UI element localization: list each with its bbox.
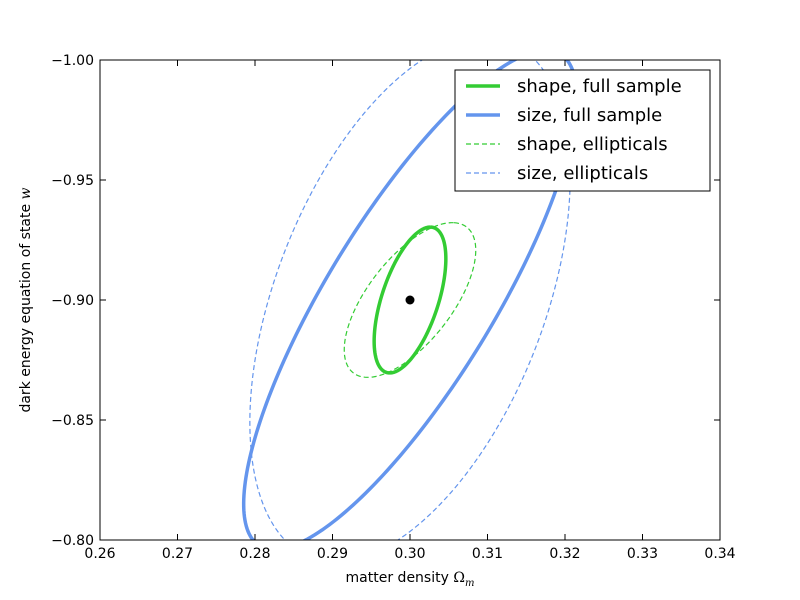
x-tick-label: 0.26	[84, 546, 115, 562]
x-tick-label: 0.29	[317, 546, 348, 562]
legend-label: size, full sample	[517, 105, 662, 126]
y-tick-label: −0.90	[51, 293, 94, 309]
x-tick-label: 0.28	[239, 546, 270, 562]
y-tick-label: −1.00	[51, 53, 94, 69]
y-axis-label: dark energy equation of state w	[18, 187, 34, 412]
x-axis-label: matter density Ωm	[346, 570, 475, 589]
y-tick-label: −0.80	[51, 533, 94, 549]
y-tick-label: −0.95	[51, 173, 94, 189]
x-tick-label: 0.27	[162, 546, 193, 562]
legend-label: shape, ellipticals	[517, 134, 668, 155]
legend-label: size, ellipticals	[517, 163, 648, 184]
x-tick-label: 0.31	[472, 546, 503, 562]
legend: shape, full sample size, full sample shape…	[454, 69, 711, 192]
legend-box	[454, 69, 711, 192]
legend-label: shape, full sample	[517, 76, 682, 97]
axis-ticks: 0.26 0.27 0.28 0.29 0.30 0.31 0.32 0.33 0.34 −1.0…	[51, 53, 736, 562]
x-tick-label: 0.30	[394, 546, 425, 562]
y-tick-label: −0.85	[51, 413, 94, 429]
contour-shape-ellipticals	[343, 222, 477, 378]
x-tick-label: 0.34	[704, 546, 735, 562]
x-tick-label: 0.32	[549, 546, 580, 562]
contour-size-ellipticals	[249, 60, 571, 540]
contour-shape-full-sample	[372, 225, 448, 375]
x-tick-label: 0.33	[627, 546, 658, 562]
fiducial-point	[405, 295, 415, 305]
